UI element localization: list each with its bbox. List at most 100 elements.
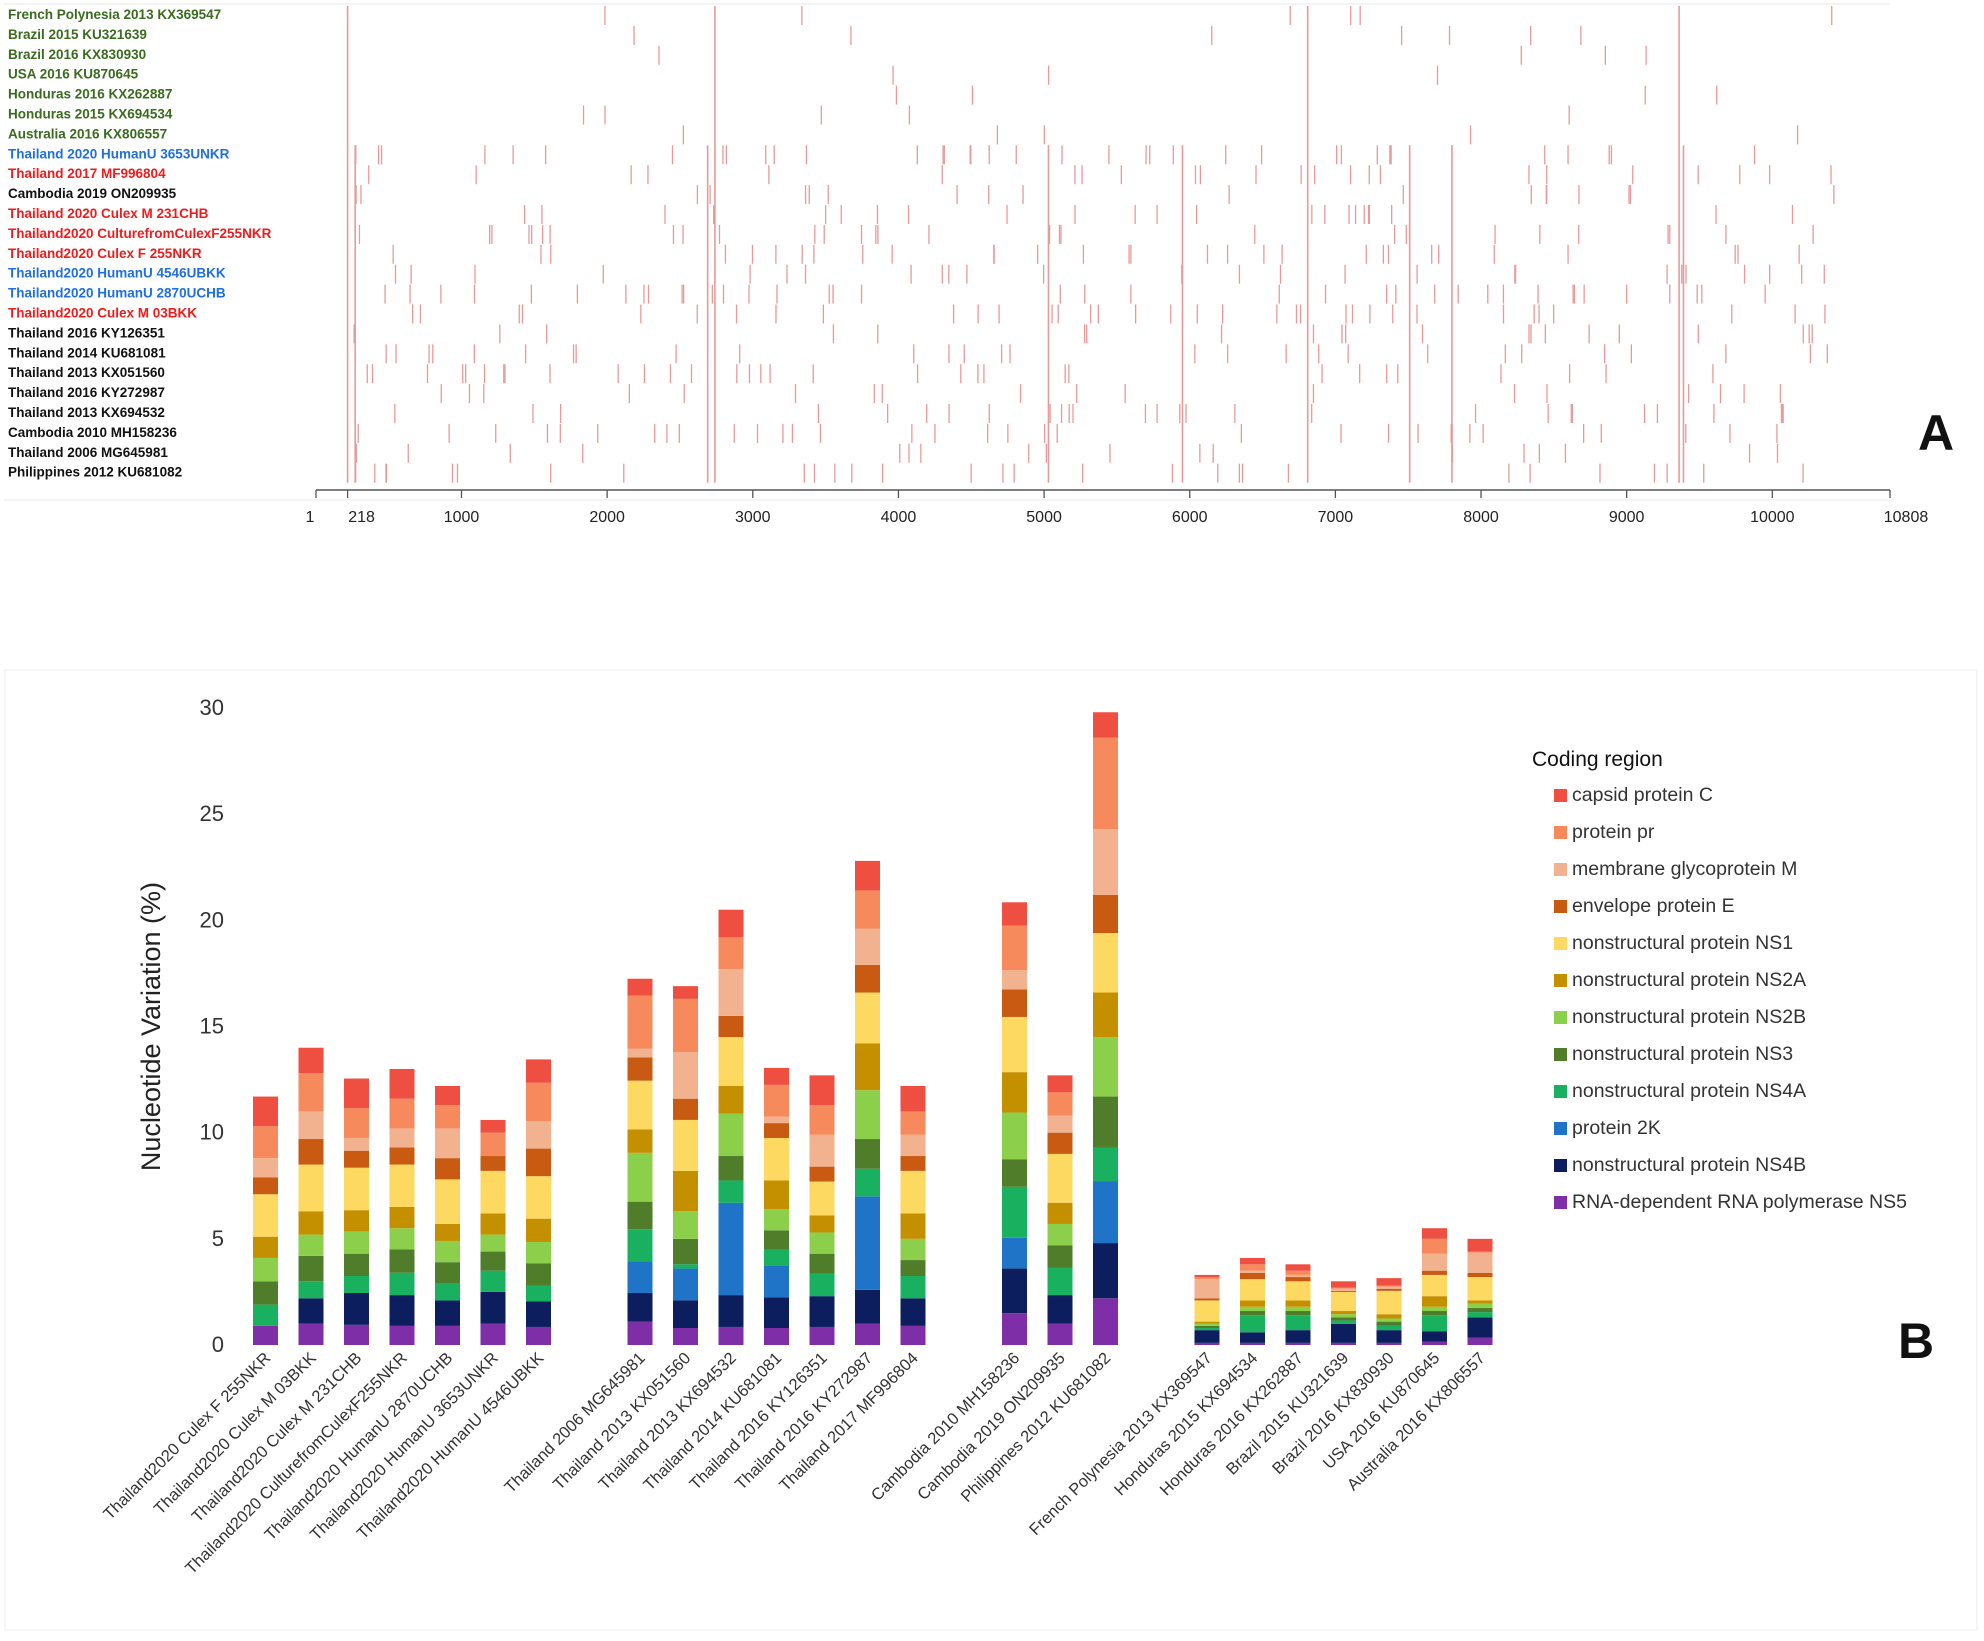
bar-segment (1285, 1315, 1311, 1331)
legend-label: nonstructural protein NS1 (1572, 932, 1793, 954)
bar-segment (1285, 1270, 1311, 1275)
bar-segment (1093, 712, 1118, 738)
bar-segment (627, 1261, 653, 1293)
legend-swatch (1554, 863, 1567, 876)
bar-segment (718, 1085, 744, 1114)
bar-segment (1422, 1311, 1447, 1316)
bar-segment (900, 1085, 926, 1112)
bar-segment (344, 1292, 369, 1325)
bar-segment (855, 928, 880, 965)
bar-segment (1194, 1274, 1220, 1278)
bar-segment (855, 1196, 880, 1290)
bar-segment (526, 1242, 551, 1264)
bar-segment (480, 1170, 506, 1214)
bar-segment (900, 1325, 926, 1345)
legend-label: protein 2K (1572, 1117, 1661, 1139)
category-label: Thailand2020 Culex F 255NKR (100, 1349, 274, 1523)
bar-segment (1285, 1342, 1311, 1345)
bar-segment (480, 1270, 506, 1292)
taxon-label: Thailand 2013 KX051560 (8, 365, 165, 380)
bar-segment (526, 1218, 551, 1243)
taxon-label: Cambodia 2010 MH158236 (8, 425, 177, 440)
genome-axis-tick-label: 5000 (1026, 509, 1062, 526)
bar-segment (344, 1324, 369, 1345)
bar-segment (1047, 1075, 1073, 1093)
panel-label-b: B (1898, 1313, 1934, 1369)
bars (253, 712, 1493, 1345)
bar-segment (480, 1291, 506, 1324)
bar-segment (718, 1202, 744, 1296)
taxon-label: Thailand2020 HumanU 4546UBKK (8, 266, 226, 281)
bar-segment (1002, 1159, 1027, 1187)
bar-segment (1467, 1252, 1493, 1273)
bar-segment (1240, 1306, 1265, 1312)
taxon-label: Honduras 2016 KX262887 (8, 87, 172, 102)
nucleotide-variation-chart-panel: 0 5 10 15 20 25 30 Nucleotide Variation (%) Thai… (0, 660, 1984, 1636)
bar-segment (298, 1139, 324, 1165)
bar-segment (809, 1273, 835, 1297)
bar-segment (1240, 1311, 1265, 1316)
bar-segment (253, 1177, 278, 1195)
bar-segment (1093, 737, 1118, 830)
bar-segment (389, 1098, 415, 1129)
y-tick-label: 15 (200, 1014, 224, 1039)
bar-segment (809, 1215, 835, 1233)
bar-segment (435, 1240, 460, 1263)
bar-segment (900, 1298, 926, 1326)
bar-segment (1422, 1341, 1447, 1345)
variant-site-map: French Polynesia 2013 KX369547 Brazil 201… (4, 3, 1954, 526)
bar-segment (1376, 1286, 1402, 1289)
variant-site-map-panel: French Polynesia 2013 KX369547 Brazil 201… (0, 0, 1984, 560)
taxon-label: Thailand 2016 KY126351 (8, 325, 165, 340)
bar-segment (1047, 1267, 1073, 1296)
bar-segment (1467, 1251, 1493, 1253)
legend-swatch (1554, 789, 1567, 802)
bar-segment (1376, 1278, 1402, 1286)
bar-segment (253, 1158, 278, 1178)
bar-segment (1331, 1287, 1356, 1289)
bar-segment (1093, 894, 1118, 934)
bar-segment (1194, 1321, 1220, 1324)
bar-segment (764, 1137, 789, 1181)
bar-segment (900, 1156, 926, 1171)
bar-segment (1285, 1281, 1311, 1301)
bar-segment (1376, 1321, 1402, 1326)
bar-segment (900, 1238, 926, 1261)
bar-segment (627, 1048, 653, 1058)
bar-segment (298, 1323, 324, 1345)
bar-segment (1376, 1325, 1402, 1331)
bar-segment (1422, 1270, 1447, 1275)
legend-label: nonstructural protein NS4B (1572, 1154, 1806, 1176)
bar-segment (673, 1264, 698, 1269)
bar-segment (1194, 1298, 1220, 1301)
taxon-label: USA 2016 KU870645 (8, 67, 139, 82)
bar-segment (1376, 1342, 1402, 1345)
bar-segment (764, 1180, 789, 1210)
bar-segment (1467, 1307, 1493, 1313)
taxon-label: Australia 2016 KX806557 (8, 126, 167, 141)
bar-segment (1194, 1323, 1220, 1326)
bar-segment (1422, 1228, 1447, 1239)
bar-segment (1422, 1315, 1447, 1332)
bar-segment (673, 986, 698, 999)
bar-segment (526, 1120, 551, 1149)
bar-segment (1047, 1323, 1073, 1345)
bar-segment (673, 998, 698, 1052)
bar-segment (1093, 1243, 1118, 1299)
bar-segment (718, 1113, 744, 1157)
bar-segment (344, 1167, 369, 1211)
bar-segment (1002, 1237, 1027, 1269)
bar-segment (809, 1181, 835, 1216)
bar-segment (1047, 1132, 1073, 1154)
genome-axis-tick-label: 9000 (1609, 509, 1645, 526)
bar-segment (344, 1231, 369, 1254)
bar-segment (855, 860, 880, 891)
bar-segment (1240, 1264, 1265, 1271)
bar-segment (1331, 1290, 1356, 1292)
bar-segment (253, 1304, 278, 1326)
bar-segment (1376, 1288, 1402, 1291)
bar-segment (344, 1275, 369, 1293)
bar-segment (526, 1148, 551, 1177)
bar-segment (344, 1108, 369, 1138)
legend-swatch (1554, 1122, 1567, 1135)
